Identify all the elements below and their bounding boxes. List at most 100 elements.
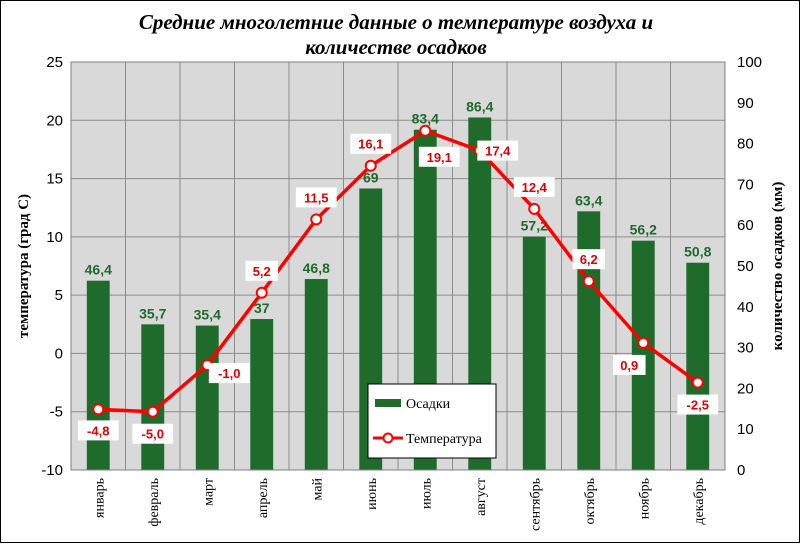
precipitation-value-label: 86,4	[466, 98, 493, 114]
right-tick-label: 80	[737, 136, 754, 153]
category-label: апрель	[256, 478, 271, 518]
precipitation-value-label: 69	[363, 169, 379, 185]
precipitation-value-label: 37	[254, 300, 270, 316]
plot-border	[70, 61, 726, 471]
chart-title-line-2: количестве осадков	[305, 35, 487, 59]
temperature-label-box	[208, 363, 250, 384]
temperature-label-box	[513, 176, 555, 197]
precipitation-value-label: 83,4	[412, 111, 439, 127]
right-tick-label: 50	[737, 258, 754, 275]
precipitation-value-label: 35,4	[194, 307, 221, 323]
temperature-label-box	[572, 249, 606, 270]
right-axis-ticks: 0 10 20 30 40 50 60 70 80 90 100	[737, 54, 762, 479]
precipitation-labels: 46,4 35,7 35,4 37 46,8 69 83,4 86,4 57,2 63,4 56,2…	[85, 98, 712, 322]
category-label: июнь	[365, 478, 380, 510]
temperature-value-label: -5,0	[142, 427, 164, 442]
temperature-value-label: 17,4	[485, 144, 511, 159]
precipitation-value-label: 63,4	[575, 192, 602, 208]
category-label: март	[201, 478, 216, 506]
left-axis-ticks: -10 -5 0 5 10 15 20 25	[41, 54, 63, 479]
precipitation-value-label: 46,4	[85, 262, 112, 278]
precipitation-bar	[250, 319, 274, 470]
legend-label-temperature: Температура	[406, 432, 483, 447]
left-tick-label: 5	[55, 287, 63, 304]
left-tick-label: 25	[46, 54, 63, 71]
legend: Осадки Температура	[367, 383, 497, 459]
precipitation-bar	[686, 262, 710, 470]
chart-title-line-1: Средние многолетние данные о температуре…	[139, 10, 653, 34]
right-tick-label: 30	[737, 340, 754, 357]
temperature-label-box	[612, 354, 646, 375]
temperature-marker	[691, 376, 704, 389]
left-tick-label: 0	[55, 345, 63, 362]
temperature-label-box	[418, 146, 460, 167]
temperature-label-box	[350, 133, 392, 154]
temperature-value-label: -4,8	[87, 423, 109, 438]
temperature-label-box	[477, 140, 519, 161]
precipitation-bar	[86, 280, 110, 470]
temperature-marker	[637, 336, 650, 349]
temperature-label-box	[295, 187, 337, 208]
legend-box	[367, 383, 497, 459]
temperature-label-box	[77, 420, 119, 441]
category-label: июль	[419, 478, 434, 509]
precipitation-bar	[304, 279, 328, 470]
right-tick-label: 10	[737, 421, 754, 438]
right-tick-label: 60	[737, 217, 754, 234]
category-label: январь	[92, 478, 107, 518]
temperature-marker	[364, 159, 377, 172]
temperature-value-label: 5,2	[253, 264, 271, 279]
right-tick-label: 90	[737, 95, 754, 112]
temperature-label-box	[677, 394, 719, 415]
precipitation-value-label: 35,7	[139, 305, 166, 321]
temperature-marker	[582, 275, 595, 288]
left-tick-label: 10	[46, 229, 63, 246]
category-label: октябрь	[583, 478, 598, 525]
right-tick-label: 40	[737, 299, 754, 316]
temperature-marker	[146, 405, 159, 418]
temperature-marker	[419, 124, 432, 137]
precipitation-bar	[141, 324, 165, 470]
left-tick-label: 20	[46, 112, 63, 129]
legend-marker-swatch	[382, 432, 394, 444]
category-label: август	[474, 478, 489, 516]
precipitation-value-label: 46,8	[303, 260, 330, 276]
temperature-marker	[255, 286, 268, 299]
right-tick-label: 70	[737, 176, 754, 193]
right-tick-label: 20	[737, 380, 754, 397]
precipitation-bar	[195, 325, 219, 470]
legend-label-precipitation: Осадки	[406, 397, 451, 412]
left-tick-label: -10	[41, 462, 63, 479]
precipitation-bar	[522, 236, 546, 470]
temperature-line	[98, 129, 699, 414]
right-axis-label: количество осадков (мм)	[770, 182, 786, 351]
right-tick-label: 0	[737, 462, 745, 479]
precipitation-value-label: 56,2	[630, 222, 657, 238]
temperature-label-box	[245, 260, 279, 281]
temperature-value-label: 0,9	[620, 358, 638, 373]
temperature-marker	[310, 213, 323, 226]
temperature-value-label: 12,4	[522, 180, 548, 195]
temperature-label-box	[132, 423, 174, 444]
temperature-value-label: -2,5	[687, 398, 709, 413]
temperature-labels: -4,8 -5,0 -1,0 5,2 11,5 16,1 19,1 17,4 12,4 6,2 0,…	[77, 133, 719, 444]
category-label: ноябрь	[637, 478, 652, 519]
left-tick-label: 15	[46, 171, 63, 188]
category-label: декабрь	[692, 478, 707, 525]
temperature-value-label: 6,2	[580, 252, 598, 267]
category-label: май	[310, 478, 325, 501]
temperature-marker	[92, 403, 105, 416]
precipitation-value-label: 57,2	[521, 218, 548, 234]
category-label: сентябрь	[528, 478, 543, 531]
precipitation-bar	[468, 117, 492, 470]
precipitation-value-label: 50,8	[684, 244, 711, 260]
temperature-value-label: 11,5	[304, 190, 329, 205]
category-label: февраль	[147, 478, 162, 527]
temperature-value-label: -1,0	[218, 366, 240, 381]
left-tick-label: -5	[50, 404, 63, 421]
legend-bar-swatch	[375, 399, 401, 407]
category-labels: январь февраль март апрель май июнь июль август…	[92, 478, 707, 531]
temperature-value-label: 19,1	[427, 150, 452, 165]
